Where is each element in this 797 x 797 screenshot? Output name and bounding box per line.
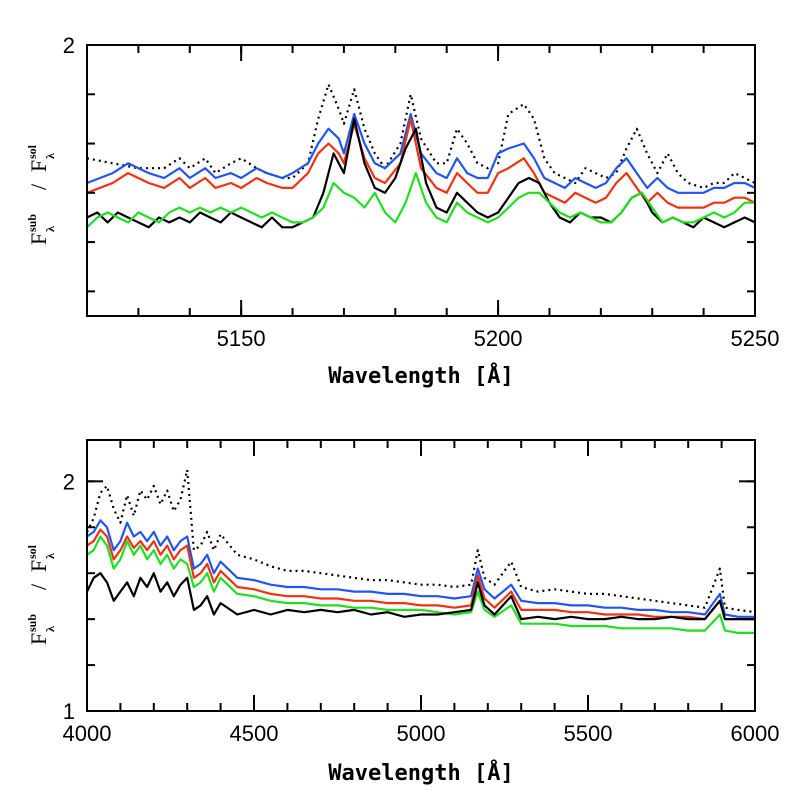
top-series-red [87,117,755,209]
bottom-tick-labels: 4000 4500 5000 5500 6000 1 2 [63,469,780,746]
bottom-x-tick-label: 5000 [397,721,446,746]
top-ylabel-lambda: λ [43,226,57,232]
bottom-ylabel-sol: sol [25,544,39,559]
top-x-axis-title: Wavelength [Å] [328,363,513,389]
top-x-tick-label: 5250 [731,326,780,351]
top-ylabel-f2: F [26,160,51,172]
top-series-group [87,83,755,229]
top-x-tick-label: 5150 [217,326,266,351]
bottom-plot-frame [86,439,756,712]
bottom-y-axis-title: F sub λ / F sol λ [25,544,57,645]
bottom-x-tick-label: 4500 [230,721,279,746]
bottom-series-blue [87,519,755,618]
top-ylabel-sub: sub [25,214,39,232]
bottom-series-green [87,572,755,621]
top-series-dotted-black [87,83,755,189]
bottom-ylabel-slash: / [26,583,51,590]
top-series-blue [87,112,755,194]
top-ylabel-sol: sol [25,144,39,159]
bottom-series-group [87,468,755,634]
top-series-green [87,172,755,229]
top-ylabel-lambda2: λ [43,153,57,159]
bottom-ylabel-f: F [26,633,51,645]
bottom-x-tick-label: 5500 [564,721,613,746]
bottom-y-tick-label: 2 [63,469,75,494]
top-panel: 5150 5200 5250 2 Wavelength [Å] F sub λ / F… [25,33,779,389]
top-y-axis-title: F sub λ / F sol λ [25,144,57,245]
bottom-panel: 4000 4500 5000 5500 6000 1 2 Wavelength [Å] F … [25,439,780,786]
bottom-series-dotted-black [87,468,755,614]
bottom-ylabel-sub: sub [25,614,39,632]
bottom-ylabel-lambda2: λ [43,553,57,559]
top-y-tick-label: 2 [63,33,75,58]
bottom-series-red [87,528,755,621]
top-ylabel-f: F [26,233,51,245]
top-x-tick-label: 5200 [474,326,523,351]
bottom-x-tick-label: 4000 [63,721,112,746]
top-tick-labels: 5150 5200 5250 2 [63,33,780,351]
bottom-x-tick-label: 6000 [731,721,780,746]
bottom-ylabel-f2: F [26,560,51,572]
bottom-series-solid-black [87,535,755,634]
bottom-x-axis-title: Wavelength [Å] [328,760,513,786]
bottom-ticks [86,440,756,712]
bottom-y-tick-label: 1 [63,699,75,724]
bottom-ylabel-lambda: λ [43,626,57,632]
top-ylabel-slash: / [26,183,51,190]
top-plot-frame [86,44,756,317]
